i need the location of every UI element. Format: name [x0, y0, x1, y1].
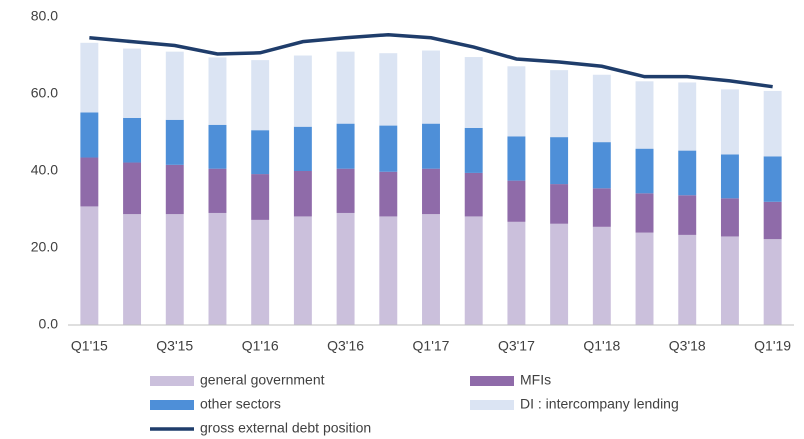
x-tick-label: Q3'18	[669, 338, 706, 354]
bar-segment	[464, 127, 483, 173]
legend-label: other sectors	[200, 396, 281, 412]
bar-segment	[635, 232, 654, 325]
bar-segment	[336, 51, 355, 124]
bar-segment	[379, 125, 398, 172]
bar-segment	[678, 82, 697, 151]
bar-segment	[550, 223, 569, 325]
bar-segment	[763, 156, 782, 202]
bar-segment	[635, 148, 654, 194]
bar-segment	[422, 168, 440, 215]
bar-segment	[165, 164, 184, 215]
y-tick-label: 60.0	[31, 85, 58, 101]
bar-segment	[379, 171, 398, 217]
bar-segment	[251, 130, 270, 175]
legend-swatch	[470, 376, 514, 386]
bar-segment	[464, 57, 483, 128]
bar-segment	[123, 48, 142, 118]
bar-segment	[293, 171, 312, 217]
x-tick-label: Q1'16	[242, 338, 279, 354]
bar-segment	[379, 53, 398, 126]
bar-segment	[422, 214, 440, 325]
bar-segment	[251, 219, 270, 325]
bar-segment	[80, 42, 99, 113]
x-tick-label: Q3'15	[156, 338, 193, 354]
x-tick-label: Q1'19	[754, 338, 791, 354]
bar-segment	[550, 184, 569, 224]
bar-segment	[80, 112, 99, 158]
bar-segment	[464, 172, 483, 217]
bar-segment	[550, 137, 569, 185]
bar-segment	[165, 119, 184, 165]
bar-segment	[336, 168, 355, 213]
legend-swatch	[150, 400, 194, 410]
bar-segment	[336, 212, 355, 325]
bar-segment	[592, 226, 611, 325]
bar-segment	[507, 221, 526, 325]
bar-segment	[592, 142, 611, 189]
bar-segment	[635, 193, 654, 233]
bar-segment	[592, 74, 611, 143]
bar-segment	[251, 60, 270, 131]
bar-segment	[550, 70, 569, 138]
bar-segment	[507, 66, 526, 137]
legend-swatch	[150, 376, 194, 386]
bar-segment	[336, 123, 355, 169]
y-tick-label: 20.0	[31, 239, 58, 255]
bar-segment	[293, 126, 312, 171]
x-tick-label: Q3'16	[327, 338, 364, 354]
legend-swatch	[470, 400, 514, 410]
bar-segment	[763, 90, 782, 157]
bar-segment	[592, 188, 611, 227]
bar-segment	[123, 214, 142, 325]
bar-segment	[293, 55, 312, 127]
bar-segment	[720, 154, 739, 199]
bar-segment	[763, 201, 782, 240]
bar-segment	[720, 89, 739, 155]
bar-segment	[165, 51, 184, 120]
bar-segment	[422, 50, 440, 124]
y-tick-label: 0.0	[39, 316, 59, 332]
bar-segment	[379, 216, 398, 325]
bar-segment	[678, 234, 697, 325]
bar-segment	[208, 124, 227, 169]
bar-segment	[123, 162, 142, 215]
bar-segment	[208, 168, 227, 213]
bar-segment	[208, 57, 227, 125]
bar-segment	[507, 136, 526, 181]
bar-segment	[507, 180, 526, 222]
line-series	[89, 32, 773, 89]
bar-segment	[165, 214, 184, 325]
bar-segment	[422, 123, 440, 169]
bar-segment	[635, 81, 654, 149]
legend-label: gross external debt position	[200, 420, 371, 436]
bar-segment	[678, 195, 697, 235]
y-tick-label: 80.0	[31, 8, 58, 24]
bar-segment	[251, 174, 270, 220]
bar-segment	[464, 216, 483, 325]
bar-segment	[720, 236, 739, 325]
bar-segment	[678, 150, 697, 196]
bar-segment	[208, 212, 227, 325]
x-tick-label: Q1'15	[71, 338, 108, 354]
bar-segment	[80, 206, 99, 325]
x-tick-label: Q3'17	[498, 338, 535, 354]
legend-label: general government	[200, 372, 325, 388]
y-tick-label: 40.0	[31, 162, 58, 178]
x-tick-label: Q1'17	[413, 338, 450, 354]
legend-label: MFIs	[520, 372, 551, 388]
x-tick-label: Q1'18	[583, 338, 620, 354]
bar-segment	[293, 216, 312, 325]
bar-segment	[720, 198, 739, 237]
bar-segment	[123, 117, 142, 163]
legend-label: DI : intercompany lending	[520, 396, 679, 412]
bar-segment	[763, 239, 782, 325]
bar-segment	[80, 157, 99, 207]
